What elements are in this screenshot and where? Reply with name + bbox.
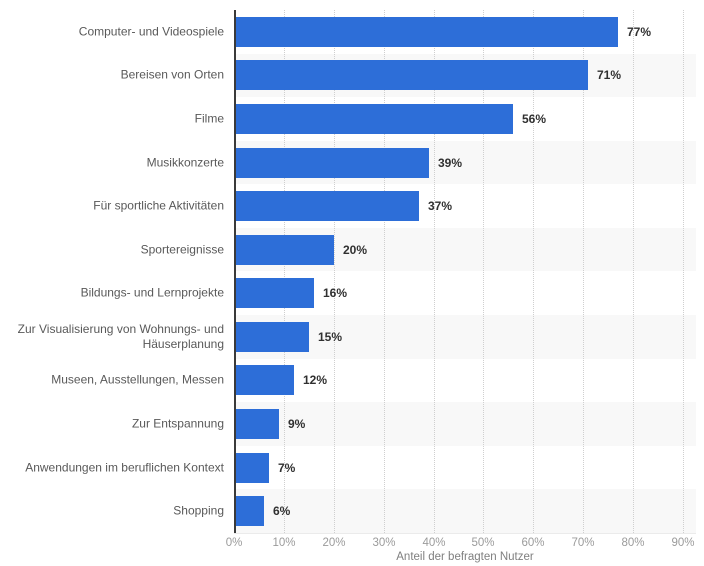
chart-bar[interactable] — [234, 408, 279, 439]
chart-bar[interactable] — [234, 191, 419, 222]
chart-bar[interactable] — [234, 234, 334, 265]
category-label: Museen, Ausstellungen, Messen — [51, 372, 224, 387]
chart-row: Anwendungen im beruflichen Kontext 7% — [0, 446, 696, 490]
row-band — [234, 446, 696, 490]
x-tick-label: 0% — [225, 537, 243, 549]
chart-bar[interactable] — [234, 60, 588, 91]
chart-row: Museen, Ausstellungen, Messen 12% — [0, 359, 696, 403]
x-tick-label: 30% — [372, 537, 396, 549]
x-tick-label: 80% — [621, 537, 645, 549]
chart-bar[interactable] — [234, 321, 309, 352]
bar-value-label: 37% — [428, 199, 453, 214]
chart-bar[interactable] — [234, 452, 269, 483]
bar-value-label: 6% — [273, 504, 291, 519]
row-band — [234, 315, 696, 359]
x-tick-label: 90% — [671, 537, 695, 549]
bar-value-label: 7% — [278, 460, 296, 475]
chart-row: Für sportliche Aktivitäten 37% — [0, 184, 696, 228]
x-axis-title: Anteil der befragten Nutzer — [396, 551, 534, 563]
category-label: Anwendungen im beruflichen Kontext — [25, 460, 224, 475]
category-label: Zur Entspannung — [131, 416, 224, 431]
x-tick-label: 10% — [272, 537, 296, 549]
category-label: Bildungs- und Lernprojekte — [80, 285, 224, 300]
category-label: Shopping — [173, 503, 224, 518]
bar-value-label: 56% — [522, 111, 547, 126]
chart-bar[interactable] — [234, 16, 618, 47]
plot-rows: Computer- und Videospiele 77% Bereisen von… — [0, 10, 696, 533]
chart-row: Computer- und Videospiele 77% — [0, 10, 696, 54]
category-label: Zur Visualisierung von Wohnungs- und Häu… — [17, 321, 224, 351]
x-axis-tick-labels: 0% 10% 20% 30% 40% 50% 60% 70% 80% 90% — [226, 537, 696, 551]
chart-row: Bereisen von Orten 71% — [0, 53, 696, 98]
category-label: Computer- und Videospiele — [78, 24, 224, 39]
bar-value-label: 20% — [343, 242, 368, 257]
bar-value-label: 9% — [288, 416, 306, 431]
x-tick-label: 60% — [521, 537, 545, 549]
category-label: Filme — [194, 111, 224, 126]
y-axis-line — [234, 10, 236, 533]
x-tick-label: 70% — [571, 537, 595, 549]
bar-value-label: 39% — [438, 155, 463, 170]
bar-value-label: 12% — [303, 373, 328, 388]
chart-row: Shopping 6% — [0, 489, 696, 533]
chart-row: Sportereignisse 20% — [0, 227, 696, 272]
category-label: Sportereignisse — [140, 242, 224, 257]
bar-value-label: 77% — [627, 24, 652, 39]
chart-bar[interactable] — [234, 147, 429, 178]
x-tick-label: 40% — [422, 537, 446, 549]
category-label: Bereisen von Orten — [120, 67, 224, 82]
chart-bar[interactable] — [234, 103, 513, 134]
bar-value-label: 71% — [597, 68, 622, 83]
x-tick-label: 50% — [471, 537, 495, 549]
chart-bar[interactable] — [234, 278, 314, 309]
x-axis-line — [234, 533, 696, 534]
category-label: Für sportliche Aktivitäten — [93, 198, 224, 213]
row-band — [234, 402, 696, 446]
chart-row: Filme 56% — [0, 97, 696, 141]
chart-bar[interactable] — [234, 496, 264, 527]
row-band — [234, 489, 696, 533]
category-label: Musikkonzerte — [146, 155, 224, 170]
bar-value-label: 15% — [318, 329, 343, 344]
bar-value-label: 16% — [323, 286, 348, 301]
x-tick-label: 20% — [322, 537, 346, 549]
chart-row: Bildungs- und Lernprojekte 16% — [0, 271, 696, 315]
chart-row: Zur Entspannung 9% — [0, 402, 696, 446]
chart-bar[interactable] — [234, 365, 294, 396]
chart-row: Zur Visualisierung von Wohnungs- und Häu… — [0, 315, 696, 359]
chart-row: Musikkonzerte 39% — [0, 140, 696, 185]
